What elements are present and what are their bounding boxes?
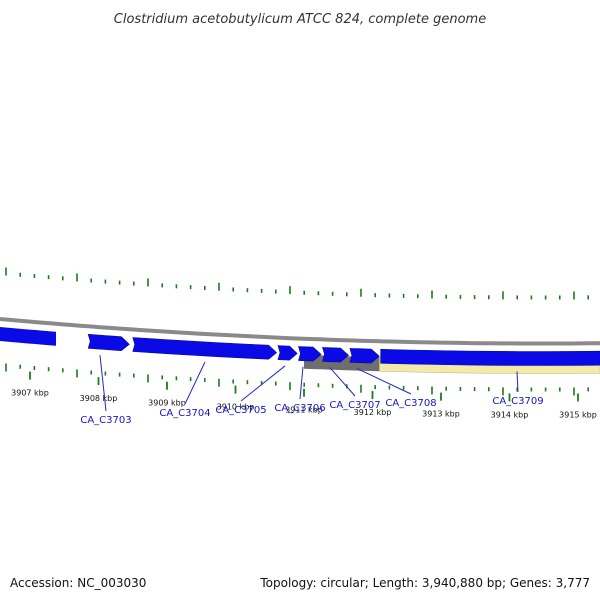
- gene-arrow[interactable]: [87, 333, 130, 352]
- kbp-label: 3911 kbp: [285, 406, 323, 415]
- kbp-label: 3907 kbp: [11, 389, 49, 398]
- gene-label[interactable]: CA_C3708: [385, 398, 436, 409]
- label-leader: [99, 355, 107, 412]
- accession-text: Accession: NC_003030: [10, 576, 146, 590]
- label-leader: [299, 366, 304, 400]
- label-leader: [184, 361, 206, 405]
- gene-arrow[interactable]: [380, 348, 600, 366]
- gene-arrow[interactable]: [322, 347, 349, 363]
- kbp-label: 3908 kbp: [80, 394, 118, 403]
- gene-label[interactable]: CA_C3705: [215, 405, 266, 416]
- genome-summary-text: Topology: circular; Length: 3,940,880 bp…: [259, 576, 590, 590]
- gene-label[interactable]: CA_C3707: [329, 400, 380, 411]
- gene-arrow[interactable]: [298, 346, 322, 362]
- gene-label[interactable]: CA_C3709: [492, 396, 543, 407]
- gene-labels: CA_C3703 CA_C3704 CA_C3705 CA_C3706 CA_C3707…: [80, 355, 544, 426]
- gene-track: [0, 327, 600, 372]
- kbp-label: 3912 kbp: [354, 408, 392, 417]
- gene-arrow: [0, 327, 56, 346]
- kbp-label: 3909 kbp: [148, 399, 186, 408]
- label-leader: [516, 371, 519, 393]
- label-leader: [329, 367, 356, 397]
- kbp-label: 3914 kbp: [491, 410, 529, 419]
- gene-arrow[interactable]: [277, 345, 298, 361]
- minor-ticks-outer: [5, 267, 590, 300]
- kbp-label: 3913 kbp: [422, 410, 460, 419]
- gene-arrow[interactable]: [132, 337, 278, 360]
- kbp-scale: 3907 kbp 3908 kbp 3909 kbp 3910 kbp 3911 kbp…: [11, 371, 597, 419]
- kbp-label: 3915 kbp: [559, 410, 597, 419]
- label-leader: [356, 368, 412, 395]
- label-leader: [240, 365, 286, 402]
- backbone-outer: [0, 317, 600, 346]
- gene-label[interactable]: CA_C3706: [274, 403, 325, 414]
- gene-label[interactable]: CA_C3703: [80, 415, 131, 426]
- gene-arrow[interactable]: [349, 348, 380, 364]
- minor-ticks-inner: [5, 363, 590, 396]
- backbone-ring: [0, 317, 600, 346]
- map-title: Clostridium acetobutylicum ATCC 824, com…: [114, 12, 486, 27]
- gene-label[interactable]: CA_C3704: [159, 408, 210, 419]
- kbp-label: 3910 kbp: [217, 403, 255, 412]
